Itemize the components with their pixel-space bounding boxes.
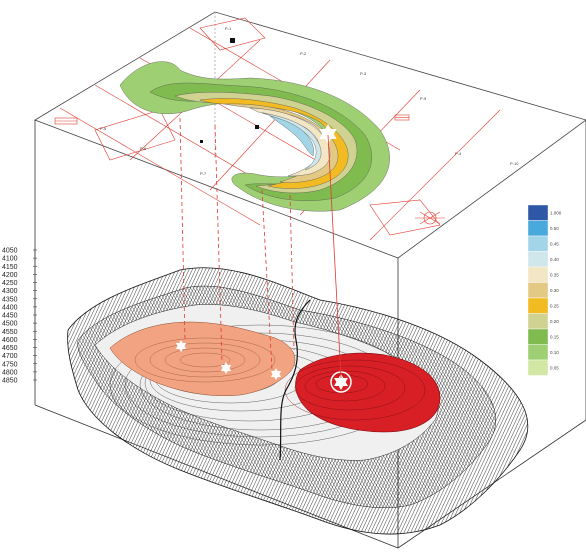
depth-tick-label: 4850: [2, 378, 18, 385]
plan-label: P-1: [225, 26, 232, 31]
plan-label: P-5: [100, 126, 107, 131]
depth-tick-label: 4550: [2, 329, 18, 336]
plan-label: P-10: [510, 161, 519, 166]
plan-label: P-7: [200, 171, 207, 176]
depth-tick-label: 4450: [2, 313, 18, 320]
legend-label: 0.45: [550, 241, 559, 246]
legend-swatch: [527, 328, 549, 345]
legend-label: 0.35: [550, 272, 559, 277]
legend-swatch: [527, 220, 549, 237]
legend-label: 0.20: [550, 319, 559, 324]
legend-label: 0.50: [550, 226, 559, 231]
legend-swatch: [527, 282, 549, 299]
depth-tick-label: 4600: [2, 337, 18, 344]
legend-label: 0.30: [550, 288, 559, 293]
legend-label: 0.40: [550, 257, 559, 262]
salmon-zone: [109, 321, 296, 397]
depth-tick-label: 4650: [2, 345, 18, 352]
depth-tick-label: 4100: [2, 256, 18, 263]
depth-tick-label: 4800: [2, 369, 18, 376]
depth-tick-label: 4050: [2, 248, 18, 255]
legend-label: 0.25: [550, 303, 559, 308]
legend-swatch: [527, 359, 549, 376]
legend-swatch: [527, 235, 549, 252]
plan-label: P-2: [300, 51, 307, 56]
terrain-surface: [67, 267, 529, 535]
legend-swatch: [527, 313, 549, 330]
legend-swatch: [527, 297, 549, 314]
fault-line: [279, 299, 311, 461]
plan-label: P-6: [140, 146, 147, 151]
red-zone: [284, 352, 441, 433]
legend-swatch: [527, 204, 549, 221]
depth-tick-label: 4250: [2, 280, 18, 287]
legend-swatch: [527, 344, 549, 361]
legend-label: 1.000: [550, 210, 562, 215]
legend-swatch: [527, 266, 549, 283]
plan-label: P-3: [360, 71, 367, 76]
legend: 1.000 0.50 0.45 0.40 0.35 0.30 0.25 0.20 0.15 0.1…: [527, 204, 562, 376]
depth-tick-label: 4700: [2, 353, 18, 360]
legend-label: 0.15: [550, 334, 559, 339]
depth-tick-label: 4500: [2, 321, 18, 328]
legend-swatch: [527, 251, 549, 268]
plan-label: P-9: [420, 96, 427, 101]
legend-label: 0.10: [550, 350, 559, 355]
depth-tick-label: 4750: [2, 361, 18, 368]
depth-tick-label: 4400: [2, 304, 18, 311]
projection-lines: [179, 117, 342, 379]
contour-plume: [119, 61, 390, 212]
legend-label: 0.05: [550, 365, 559, 370]
depth-tick-label: 4300: [2, 288, 18, 295]
depth-tick-label: 4350: [2, 296, 18, 303]
depth-tick-label: 4200: [2, 272, 18, 279]
depth-tick-label: 4150: [2, 264, 18, 271]
plan-label: P-4: [455, 151, 462, 156]
